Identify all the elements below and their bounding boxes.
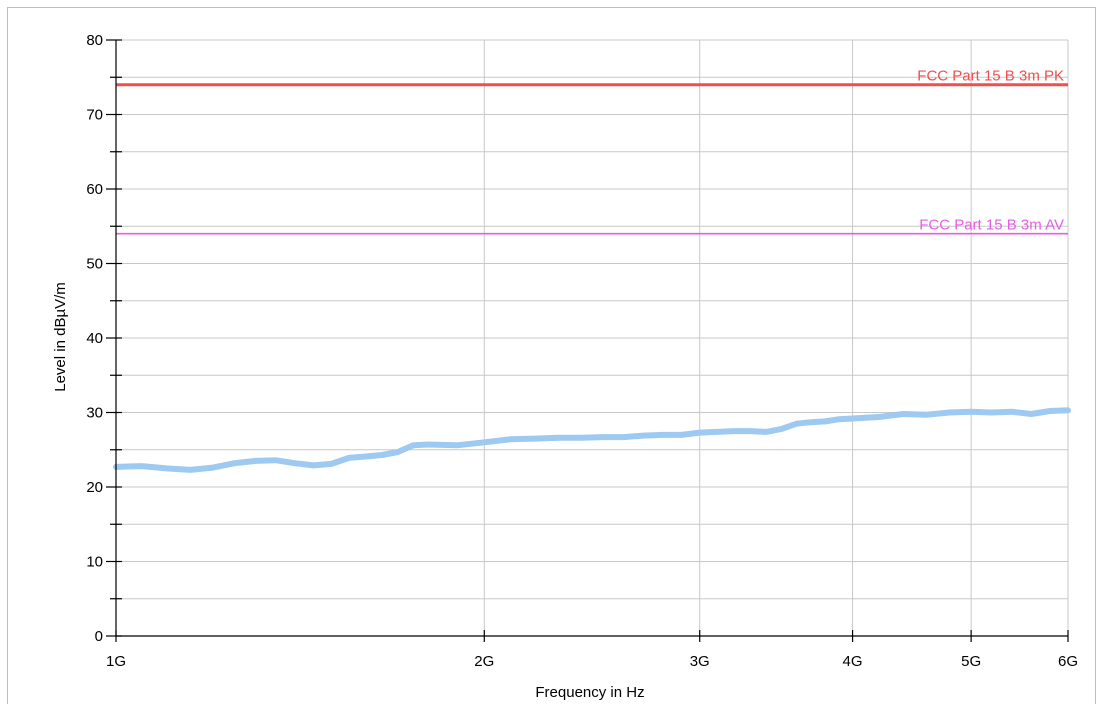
data-point <box>292 461 297 466</box>
data-point <box>346 455 352 461</box>
data-point <box>794 421 799 426</box>
y-tick-label: 80 <box>86 32 103 49</box>
x-axis-label: Frequency in Hz <box>535 684 644 701</box>
data-point <box>823 419 828 424</box>
data-point <box>273 458 278 463</box>
y-tick-label: 30 <box>86 405 103 422</box>
data-point <box>697 430 702 435</box>
axes: 0 10 20 30 40 50 60 70 80 1G 2G 3G 4G 5G 6G <box>86 32 1078 670</box>
data-point <box>379 452 385 458</box>
data-point <box>968 409 974 414</box>
x-tick-label: 2G <box>474 653 494 670</box>
x-tick-label: 6G <box>1058 653 1078 670</box>
data-point <box>621 434 626 440</box>
data-point <box>164 466 169 471</box>
data-point <box>1047 408 1053 414</box>
data-point <box>579 435 584 440</box>
y-tick-label: 0 <box>95 628 103 645</box>
x-tick-label: 1G <box>106 653 126 670</box>
y-tick-label: 70 <box>86 107 103 124</box>
data-point <box>731 428 737 434</box>
grid <box>115 39 1069 637</box>
y-tick-label: 60 <box>86 181 103 198</box>
data-point <box>1029 411 1034 417</box>
y-tick-label: 20 <box>86 479 103 496</box>
data-point <box>426 442 431 447</box>
data-point <box>989 410 995 415</box>
data-point <box>363 454 368 459</box>
data-point <box>139 463 145 469</box>
data-point <box>253 458 258 464</box>
data-point <box>454 443 460 448</box>
y-tick-label: 50 <box>86 256 103 273</box>
data-point <box>532 436 538 441</box>
data-point <box>876 414 881 420</box>
data-point <box>947 410 952 415</box>
data-point <box>641 433 646 438</box>
limit-lines: FCC Part 15 B 3m PK FCC Part 15 B 3m AV <box>116 68 1068 235</box>
data-point <box>311 463 316 468</box>
data-point <box>1065 408 1071 413</box>
data-point <box>329 461 334 467</box>
y-tick-label: 40 <box>86 330 103 347</box>
data-point <box>714 429 720 435</box>
limit-line-label: FCC Part 15 B 3m PK <box>917 68 1064 85</box>
data-point <box>556 435 561 440</box>
data-point <box>924 412 929 417</box>
data-point <box>764 429 769 435</box>
data-point <box>1009 409 1015 414</box>
data-point <box>901 411 906 417</box>
data-point <box>748 428 753 434</box>
data-point <box>808 420 814 425</box>
data-point <box>660 432 666 438</box>
data-point <box>232 461 237 466</box>
limit-line-label: FCC Part 15 B 3m AV <box>919 217 1064 234</box>
data-point <box>600 434 605 440</box>
data-point <box>836 417 842 422</box>
data-point <box>411 443 416 448</box>
data-point <box>508 437 513 442</box>
data-point <box>482 440 487 445</box>
data-point <box>395 449 401 455</box>
measurement-trace <box>113 407 1071 473</box>
data-point <box>210 465 216 470</box>
x-tick-label: 5G <box>961 653 981 670</box>
chart-frame <box>7 7 1096 704</box>
x-tick-label: 4G <box>843 653 863 670</box>
data-point <box>188 467 193 473</box>
y-axis-label: Level in dBµV/m <box>52 282 69 392</box>
x-tick-label: 3G <box>690 653 710 670</box>
series-group <box>113 407 1071 473</box>
data-point <box>679 432 684 438</box>
data-point <box>850 416 855 421</box>
y-tick-label: 10 <box>86 554 103 571</box>
data-point <box>779 426 784 432</box>
